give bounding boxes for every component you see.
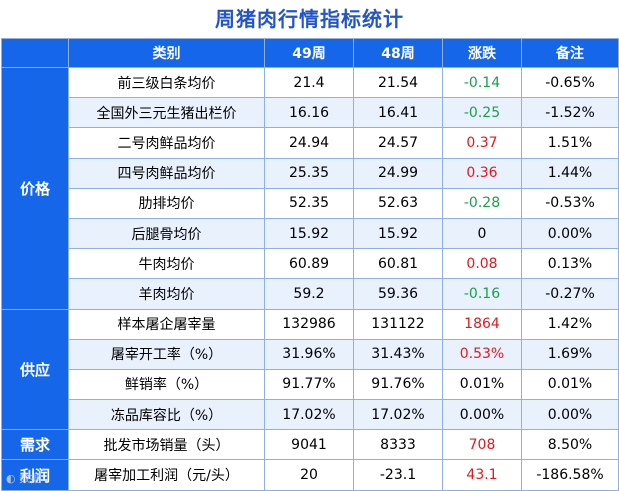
note-value-cell: 1.51%: [521, 127, 619, 159]
item-name-cell: 二号肉鲜品均价: [68, 127, 265, 159]
table-row: 利润 屠宰加工利润（元/头） 20 -23.1 43.1 -186.58%: [1, 459, 619, 491]
week49-value-cell: 21.4: [264, 66, 354, 99]
week48-value-cell: 52.63: [353, 187, 443, 219]
category-cell: 利润: [1, 459, 69, 491]
table-row: 需求 批发市场销量（头） 9041 8333 708 8.50%: [1, 429, 619, 461]
table-row: 供应 样本屠企屠宰量 132986 131122 1864 1.42%: [1, 308, 619, 431]
change-value-cell: 0.01%: [442, 368, 522, 401]
item-name-cell: 羊肉均价: [68, 278, 265, 310]
change-value-cell: -0.16: [442, 278, 522, 310]
header-corner-cell: [1, 38, 69, 68]
week49-value-cell: 60.89: [264, 248, 354, 280]
week48-value-cell: 59.36: [353, 278, 443, 310]
table-row: 牛肉均价 60.89 60.81 0.08 0.13%: [2, 248, 619, 280]
column-header-week49: 49周: [264, 38, 354, 68]
pork-indicator-table: 类别 49周 48周 涨跌 备注 价格 前三级白条均价 21.4 21.54 -0.14…: [1, 38, 619, 491]
change-value-cell: 0.00%: [442, 399, 522, 431]
item-name-cell: 屠宰开工率（%）: [68, 338, 265, 370]
week48-value-cell: 16.41: [353, 97, 443, 129]
table-row: 鲜销率（%） 91.77% 91.76% 0.01% 0.01%: [2, 368, 619, 401]
week49-value-cell: 25.35: [264, 157, 354, 189]
table-row: 屠宰开工率（%） 31.96% 31.43% 0.53% 1.69%: [2, 338, 619, 370]
week48-value-cell: 91.76%: [353, 368, 443, 401]
column-header-week48: 48周: [353, 38, 443, 68]
note-value-cell: 0.00%: [521, 399, 619, 431]
item-name-cell: 鲜销率（%）: [68, 368, 265, 401]
change-value-cell: 0.36: [442, 157, 522, 189]
change-value-cell: -0.28: [442, 187, 522, 219]
watermark-logo: ◐ 数据: [6, 472, 42, 485]
week48-value-cell: 24.57: [353, 127, 443, 159]
change-value-cell: 0.08: [442, 248, 522, 280]
item-name-cell: 四号肉鲜品均价: [68, 157, 265, 189]
week48-value-cell: -23.1: [353, 459, 443, 491]
week48-value-cell: 17.02%: [353, 399, 443, 431]
column-header-change: 涨跌: [442, 38, 522, 68]
change-value-cell: -0.25: [442, 97, 522, 129]
note-value-cell: 8.50%: [521, 429, 619, 461]
week49-value-cell: 16.16: [264, 97, 354, 129]
change-value-cell: 708: [442, 429, 522, 461]
item-name-cell: 样本屠企屠宰量: [68, 308, 265, 340]
item-name-cell: 冻品库容比（%）: [68, 399, 265, 431]
item-name-cell: 屠宰加工利润（元/头）: [68, 459, 265, 491]
week48-value-cell: 8333: [353, 429, 443, 461]
item-name-cell: 肋排均价: [68, 187, 265, 219]
change-value-cell: 43.1: [442, 459, 522, 491]
table-row: 冻品库容比（%） 17.02% 17.02% 0.00% 0.00%: [2, 399, 619, 431]
item-name-cell: 批发市场销量（头）: [68, 429, 265, 461]
week49-value-cell: 52.35: [264, 187, 354, 219]
week48-value-cell: 131122: [353, 308, 443, 340]
page-title: 周猪肉行情指标统计: [0, 0, 619, 38]
week48-value-cell: 21.54: [353, 66, 443, 99]
table-row: 肋排均价 52.35 52.63 -0.28 -0.53%: [2, 187, 619, 219]
table-row: 后腿骨均价 15.92 15.92 0 0.00%: [2, 217, 619, 250]
note-value-cell: 1.44%: [521, 157, 619, 189]
week48-value-cell: 60.81: [353, 248, 443, 280]
table-row: 二号肉鲜品均价 24.94 24.57 0.37 1.51%: [2, 127, 619, 159]
note-value-cell: -0.27%: [521, 278, 619, 310]
note-value-cell: 1.42%: [521, 308, 619, 340]
note-value-cell: -0.53%: [521, 187, 619, 219]
note-value-cell: 0.13%: [521, 248, 619, 280]
column-header-note: 备注: [521, 38, 619, 68]
change-value-cell: 0: [442, 217, 522, 250]
change-value-cell: -0.14: [442, 66, 522, 99]
note-value-cell: 0.01%: [521, 368, 619, 401]
week49-value-cell: 17.02%: [264, 399, 354, 431]
week49-value-cell: 24.94: [264, 127, 354, 159]
week49-value-cell: 15.92: [264, 217, 354, 250]
note-value-cell: -186.58%: [521, 459, 619, 491]
week49-value-cell: 91.77%: [264, 368, 354, 401]
table-row: 全国外三元生猪出栏价 16.16 16.41 -0.25 -1.52%: [2, 97, 619, 129]
week49-value-cell: 20: [264, 459, 354, 491]
note-value-cell: 1.69%: [521, 338, 619, 370]
item-name-cell: 后腿骨均价: [68, 217, 265, 250]
category-cell: 需求: [1, 429, 69, 461]
header-row: 类别 49周 48周 涨跌 备注: [1, 38, 619, 68]
table-row: 四号肉鲜品均价 25.35 24.99 0.36 1.44%: [2, 157, 619, 189]
week48-value-cell: 24.99: [353, 157, 443, 189]
week49-value-cell: 132986: [264, 308, 354, 340]
item-name-cell: 牛肉均价: [68, 248, 265, 280]
column-header-category: 类别: [68, 38, 265, 68]
item-name-cell: 全国外三元生猪出栏价: [68, 97, 265, 129]
week49-value-cell: 59.2: [264, 278, 354, 310]
table-row: 价格 前三级白条均价 21.4 21.54 -0.14 -0.65%: [1, 66, 619, 310]
change-value-cell: 1864: [442, 308, 522, 340]
category-cell: 价格: [1, 67, 69, 310]
week49-value-cell: 31.96%: [264, 338, 354, 370]
table-row: 羊肉均价 59.2 59.36 -0.16 -0.27%: [2, 278, 619, 310]
week48-value-cell: 31.43%: [353, 338, 443, 370]
change-value-cell: 0.37: [442, 127, 522, 159]
note-value-cell: 0.00%: [521, 217, 619, 250]
note-value-cell: -1.52%: [521, 97, 619, 129]
category-cell: 供应: [1, 308, 69, 431]
week49-value-cell: 9041: [264, 429, 354, 461]
note-value-cell: -0.65%: [521, 66, 619, 99]
week48-value-cell: 15.92: [353, 217, 443, 250]
item-name-cell: 前三级白条均价: [68, 66, 265, 99]
change-value-cell: 0.53%: [442, 338, 522, 370]
